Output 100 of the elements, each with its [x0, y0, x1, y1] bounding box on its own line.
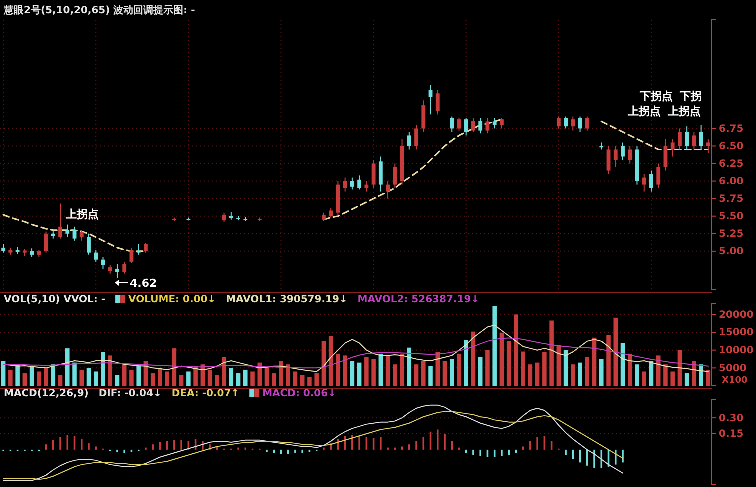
- bar: [343, 356, 348, 386]
- candlestick: [364, 180, 369, 192]
- candlestick: [407, 132, 412, 150]
- bar: [44, 368, 48, 386]
- text: DIF: -0.04↓: [98, 388, 162, 400]
- y-tick-label: 6.25: [719, 158, 744, 170]
- bar: [500, 332, 504, 386]
- bar: [250, 372, 255, 386]
- bar: [208, 370, 212, 386]
- bar: [194, 366, 198, 386]
- bar: [150, 374, 156, 386]
- bar: [264, 368, 270, 386]
- candlestick: [564, 116, 568, 130]
- bar: [457, 354, 462, 386]
- bar: [215, 375, 220, 386]
- bar: [136, 366, 141, 386]
- candlestick: [116, 264, 120, 279]
- bar: [436, 352, 440, 386]
- annotation: 上拐点: [627, 105, 661, 118]
- candlestick: [699, 124, 704, 150]
- bar: [386, 354, 390, 386]
- bar: [236, 374, 241, 386]
- bar: [8, 370, 13, 386]
- bar: [101, 352, 106, 386]
- candlestick: [450, 116, 454, 133]
- bar: [336, 354, 340, 386]
- bar: [58, 375, 63, 386]
- candlestick: [486, 118, 490, 134]
- y-tick-label: 6.00: [719, 176, 744, 188]
- y-tick-label: 5.50: [719, 212, 744, 223]
- bar: [80, 370, 84, 386]
- bar: [664, 364, 668, 386]
- annotation: 下拐: [679, 90, 702, 103]
- candlestick: [464, 118, 468, 136]
- bar: [279, 361, 284, 386]
- bar: [414, 364, 419, 386]
- bar: [308, 377, 312, 386]
- candlestick: [472, 118, 476, 133]
- text: MAVOL1: 390579.19↓: [226, 294, 348, 306]
- bar: [350, 361, 355, 386]
- candlestick: [478, 118, 483, 134]
- bar: [393, 364, 398, 386]
- bar: [272, 374, 276, 386]
- candlestick: [571, 116, 576, 132]
- y-tick-label: 5.00: [719, 246, 744, 258]
- y-tick-label: 15000: [719, 328, 754, 339]
- bar: [122, 364, 127, 386]
- bar: [357, 362, 362, 386]
- annotation: 上拐点: [65, 208, 99, 221]
- bar: [314, 374, 319, 386]
- y-tick-label: 20000: [719, 310, 754, 321]
- y-tick-label: 5000: [719, 363, 747, 374]
- candlestick: [650, 170, 654, 192]
- bar: [244, 370, 248, 386]
- candlestick: [614, 146, 618, 168]
- candlestick: [58, 203, 62, 240]
- bar: [165, 372, 170, 386]
- candlestick: [492, 118, 497, 130]
- legend-label: VOLUME: 0.00↓: [128, 294, 216, 306]
- bar: [30, 366, 34, 386]
- bar: [66, 348, 70, 386]
- bar: [222, 357, 226, 386]
- candlestick: [628, 146, 632, 164]
- legend-label: MACD: 0.06↓: [262, 388, 336, 400]
- candlestick: [664, 138, 668, 172]
- bar: [300, 375, 305, 386]
- bar: [378, 354, 384, 386]
- candlestick: [621, 142, 625, 161]
- bar: [542, 352, 547, 386]
- bar: [642, 372, 646, 386]
- candlestick: [130, 247, 134, 264]
- bar: [692, 361, 696, 386]
- candlestick: [656, 163, 661, 189]
- bar: [364, 357, 369, 386]
- bar: [535, 362, 540, 386]
- candlestick: [66, 224, 70, 238]
- bar: [684, 374, 690, 386]
- bar: [1, 361, 6, 386]
- bar: [400, 354, 404, 386]
- bar: [600, 359, 604, 386]
- candlestick: [500, 118, 504, 130]
- candlestick: [386, 180, 390, 200]
- text: DEA: -0.07↑: [172, 388, 240, 400]
- candlestick: [422, 100, 426, 133]
- bar: [585, 357, 590, 386]
- bar: [179, 375, 184, 386]
- y-tick-label: 10000: [719, 346, 754, 357]
- bar: [428, 366, 433, 386]
- bar: [115, 375, 120, 386]
- y-tick-label: 5.75: [719, 194, 744, 206]
- candlestick: [678, 128, 682, 150]
- text: MAVOL2: 526387.19↓: [358, 294, 480, 306]
- bar: [464, 340, 468, 386]
- bar: [450, 359, 454, 386]
- candlestick: [72, 226, 77, 242]
- candlestick: [642, 174, 646, 192]
- candlestick: [606, 146, 611, 175]
- y-tick-label: 0.30: [719, 413, 744, 424]
- bar: [614, 318, 618, 386]
- bar: [478, 357, 483, 386]
